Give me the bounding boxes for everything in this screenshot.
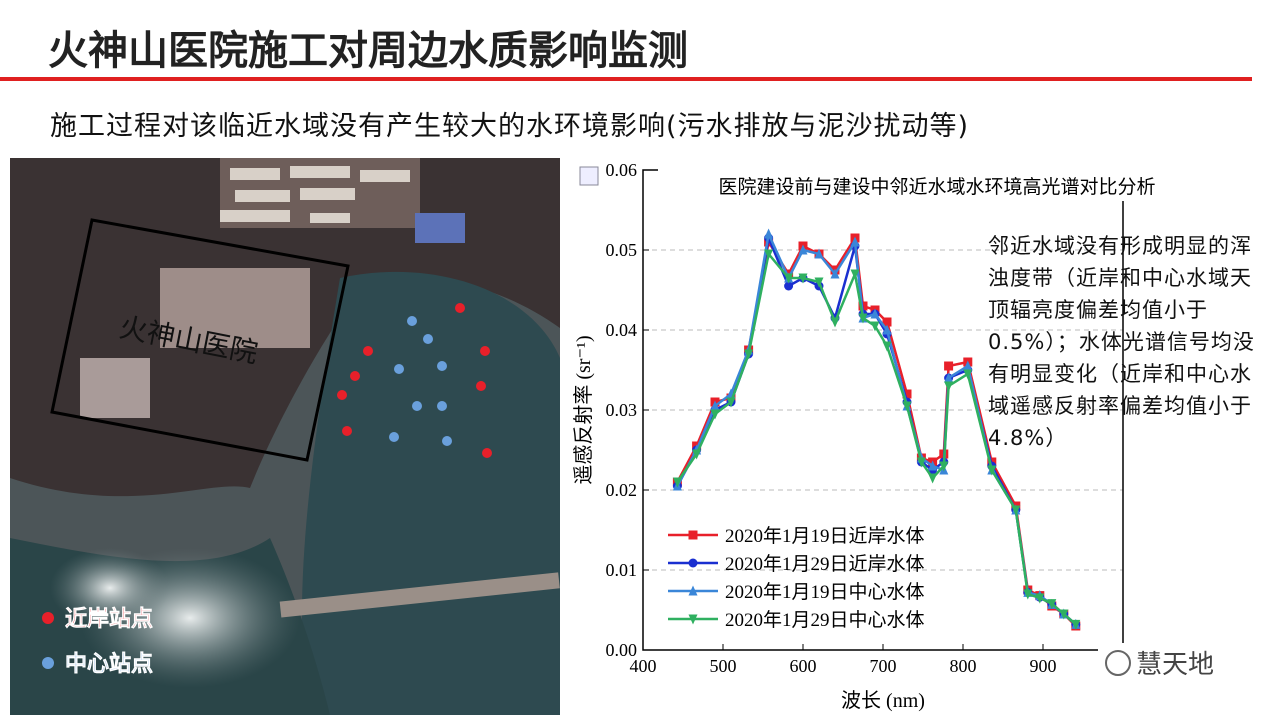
- marker: [1047, 599, 1057, 610]
- marker: [688, 558, 698, 568]
- marker: [830, 317, 840, 328]
- marker: [710, 409, 720, 420]
- marker: [870, 308, 880, 319]
- marker: [1011, 505, 1021, 516]
- marker: [902, 401, 912, 412]
- title-rule: [0, 77, 1252, 81]
- marker: [1071, 619, 1081, 630]
- subtitle: 施工过程对该临近水域没有产生较大的水环境影响(污水排放与泥沙扰动等): [50, 111, 970, 142]
- y-tick-label: 0.05: [606, 240, 638, 260]
- marker: [944, 381, 954, 392]
- marker: [850, 236, 860, 247]
- y-tick-label: 0.04: [606, 320, 638, 340]
- marker: [688, 614, 698, 625]
- marker: [784, 273, 794, 284]
- marker: [830, 268, 840, 279]
- marker: [939, 461, 949, 472]
- marker: [814, 277, 824, 288]
- marker: [916, 457, 926, 468]
- x-tick-label: 800: [950, 656, 977, 676]
- y-tick-label: 0.02: [606, 480, 638, 500]
- marker: [850, 269, 860, 280]
- marker: [944, 361, 954, 371]
- satellite-image: 火神山医院 近岸站点 中心站点: [10, 158, 560, 715]
- marker: [672, 477, 682, 488]
- x-tick-label: 900: [1030, 656, 1057, 676]
- marker: [963, 360, 973, 371]
- legend-label: 2020年1月29日中心水体: [725, 609, 925, 631]
- legend-center: 中心站点: [65, 651, 153, 677]
- y-axis-label: 遥感反射率 (sr⁻¹): [572, 335, 595, 484]
- marker: [744, 349, 754, 360]
- title-bg: [658, 169, 1218, 201]
- marker: [726, 397, 736, 408]
- marker: [882, 324, 892, 335]
- marker: [882, 341, 892, 352]
- marker: [1023, 589, 1033, 600]
- legend-label: 2020年1月29日近岸水体: [725, 553, 925, 575]
- marker: [688, 530, 698, 540]
- marker: [798, 244, 808, 255]
- marker: [870, 321, 880, 332]
- y-tick-label: 0.06: [606, 160, 638, 180]
- legend-label: 2020年1月19日中心水体: [725, 581, 925, 603]
- marker: [798, 273, 808, 284]
- legend-near: 近岸站点: [65, 606, 153, 632]
- slide-title: 火神山医院施工对周边水质影响监测: [48, 28, 688, 74]
- x-axis-label: 波长 (nm): [841, 689, 925, 712]
- marker: [692, 449, 702, 460]
- watermark: 慧天地: [1136, 650, 1214, 680]
- x-tick-label: 400: [630, 656, 657, 676]
- y-tick-label: 0.00: [606, 640, 638, 660]
- chart-title: 医院建设前与建设中邻近水域水环境高光谱对比分析: [718, 176, 1155, 198]
- chart-icon: [579, 166, 599, 186]
- marker: [944, 372, 954, 383]
- marker: [814, 248, 824, 259]
- y-tick-label: 0.01: [606, 560, 638, 580]
- marker: [928, 473, 938, 484]
- x-tick-label: 500: [710, 656, 737, 676]
- marker: [882, 317, 892, 327]
- legend-label: 2020年1月19日近岸水体: [725, 525, 925, 547]
- marker: [902, 389, 912, 399]
- marker: [688, 585, 698, 596]
- marker: [963, 369, 973, 380]
- marker: [764, 249, 774, 260]
- marker: [928, 460, 938, 471]
- x-tick-label: 700: [870, 656, 897, 676]
- annotation: 邻近水域没有形成明显的浑浊度带（近岸和中心水域天顶辐亮度偏差均值小于0.5%）；…: [988, 234, 1255, 450]
- watermark-icon: [1105, 650, 1131, 676]
- marker: [858, 313, 868, 324]
- marker: [764, 228, 774, 239]
- watermark-bg: [1098, 643, 1238, 683]
- marker: [987, 465, 997, 476]
- chart: 0.00 0.01 0.02 0.03 0.04 0.05 0.06 400 500 600 700…: [572, 160, 1238, 712]
- marker: [784, 281, 794, 291]
- marker: [710, 400, 720, 411]
- marker: [1035, 593, 1045, 604]
- x-tick-label: 600: [790, 656, 817, 676]
- y-tick-label: 0.03: [606, 400, 638, 420]
- marker: [1059, 609, 1069, 620]
